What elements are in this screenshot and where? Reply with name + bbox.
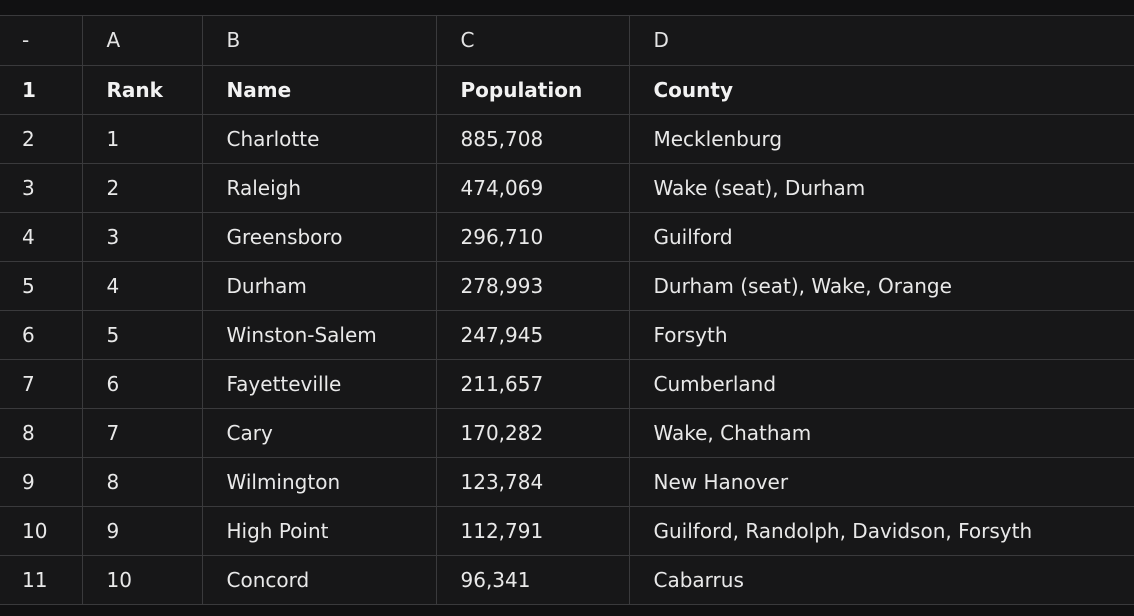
row-number[interactable]: 1 <box>0 65 83 115</box>
table-row: 6 5 Winston-Salem 247,945 Forsyth <box>0 310 1134 360</box>
row-number[interactable]: 11 <box>0 555 83 604</box>
table-row: 11 10 Concord 96,341 Cabarrus <box>0 555 1134 604</box>
column-header-b[interactable]: B <box>202 16 437 66</box>
table-row: 10 9 High Point 112,791 Guilford, Randolph, … <box>0 506 1134 556</box>
column-header-c[interactable]: C <box>436 16 630 66</box>
cell-name[interactable]: Greensboro <box>202 212 437 262</box>
row-number[interactable]: 6 <box>0 310 83 360</box>
cell-name[interactable]: Winston-Salem <box>202 310 437 360</box>
cell-rank[interactable]: 2 <box>82 163 203 213</box>
corner-cell[interactable]: - <box>0 16 83 66</box>
city-population-table: - A B C D 1 Rank Name Population County … <box>0 16 1134 604</box>
row-number[interactable]: 9 <box>0 457 83 507</box>
header-cell-rank[interactable]: Rank <box>82 65 203 115</box>
cell-population[interactable]: 112,791 <box>436 506 630 556</box>
header-cell-county[interactable]: County <box>629 65 1134 115</box>
table-row: 9 8 Wilmington 123,784 New Hanover <box>0 457 1134 507</box>
cell-population[interactable]: 278,993 <box>436 261 630 311</box>
table-header-row: 1 Rank Name Population County <box>0 65 1134 115</box>
cell-rank[interactable]: 3 <box>82 212 203 262</box>
cell-rank[interactable]: 1 <box>82 114 203 164</box>
table-row: 4 3 Greensboro 296,710 Guilford <box>0 212 1134 262</box>
cell-name[interactable]: Durham <box>202 261 437 311</box>
cell-rank[interactable]: 9 <box>82 506 203 556</box>
cell-county[interactable]: Durham (seat), Wake, Orange <box>629 261 1134 311</box>
row-number[interactable]: 7 <box>0 359 83 409</box>
cell-rank[interactable]: 7 <box>82 408 203 458</box>
cell-name[interactable]: Cary <box>202 408 437 458</box>
cell-county[interactable]: Guilford <box>629 212 1134 262</box>
column-header-d[interactable]: D <box>629 16 1134 66</box>
cell-name[interactable]: Raleigh <box>202 163 437 213</box>
spreadsheet-grid: - A B C D 1 Rank Name Population County … <box>0 15 1134 605</box>
cell-population[interactable]: 885,708 <box>436 114 630 164</box>
cell-name[interactable]: Wilmington <box>202 457 437 507</box>
column-header-a[interactable]: A <box>82 16 203 66</box>
cell-rank[interactable]: 6 <box>82 359 203 409</box>
cell-rank[interactable]: 8 <box>82 457 203 507</box>
cell-population[interactable]: 123,784 <box>436 457 630 507</box>
cell-population[interactable]: 96,341 <box>436 555 630 604</box>
row-number[interactable]: 4 <box>0 212 83 262</box>
cell-county[interactable]: Mecklenburg <box>629 114 1134 164</box>
table-row: 3 2 Raleigh 474,069 Wake (seat), Durham <box>0 163 1134 213</box>
row-number[interactable]: 5 <box>0 261 83 311</box>
header-cell-population[interactable]: Population <box>436 65 630 115</box>
row-number[interactable]: 10 <box>0 506 83 556</box>
table-row: 2 1 Charlotte 885,708 Mecklenburg <box>0 114 1134 164</box>
cell-county[interactable]: Wake (seat), Durham <box>629 163 1134 213</box>
cell-rank[interactable]: 10 <box>82 555 203 604</box>
column-letter-row: - A B C D <box>0 16 1134 66</box>
row-number[interactable]: 8 <box>0 408 83 458</box>
cell-county[interactable]: Cumberland <box>629 359 1134 409</box>
cell-name[interactable]: Charlotte <box>202 114 437 164</box>
cell-county[interactable]: Wake, Chatham <box>629 408 1134 458</box>
cell-county[interactable]: Cabarrus <box>629 555 1134 604</box>
cell-name[interactable]: High Point <box>202 506 437 556</box>
table-row: 8 7 Cary 170,282 Wake, Chatham <box>0 408 1134 458</box>
row-number[interactable]: 3 <box>0 163 83 213</box>
cell-name[interactable]: Fayetteville <box>202 359 437 409</box>
cell-population[interactable]: 211,657 <box>436 359 630 409</box>
cell-county[interactable]: Forsyth <box>629 310 1134 360</box>
cell-rank[interactable]: 5 <box>82 310 203 360</box>
cell-county[interactable]: New Hanover <box>629 457 1134 507</box>
header-cell-name[interactable]: Name <box>202 65 437 115</box>
row-number[interactable]: 2 <box>0 114 83 164</box>
cell-name[interactable]: Concord <box>202 555 437 604</box>
cell-population[interactable]: 474,069 <box>436 163 630 213</box>
cell-rank[interactable]: 4 <box>82 261 203 311</box>
cell-population[interactable]: 296,710 <box>436 212 630 262</box>
cell-population[interactable]: 247,945 <box>436 310 630 360</box>
table-row: 7 6 Fayetteville 211,657 Cumberland <box>0 359 1134 409</box>
cell-county[interactable]: Guilford, Randolph, Davidson, Forsyth <box>629 506 1134 556</box>
table-row: 5 4 Durham 278,993 Durham (seat), Wake, Oran… <box>0 261 1134 311</box>
cell-population[interactable]: 170,282 <box>436 408 630 458</box>
